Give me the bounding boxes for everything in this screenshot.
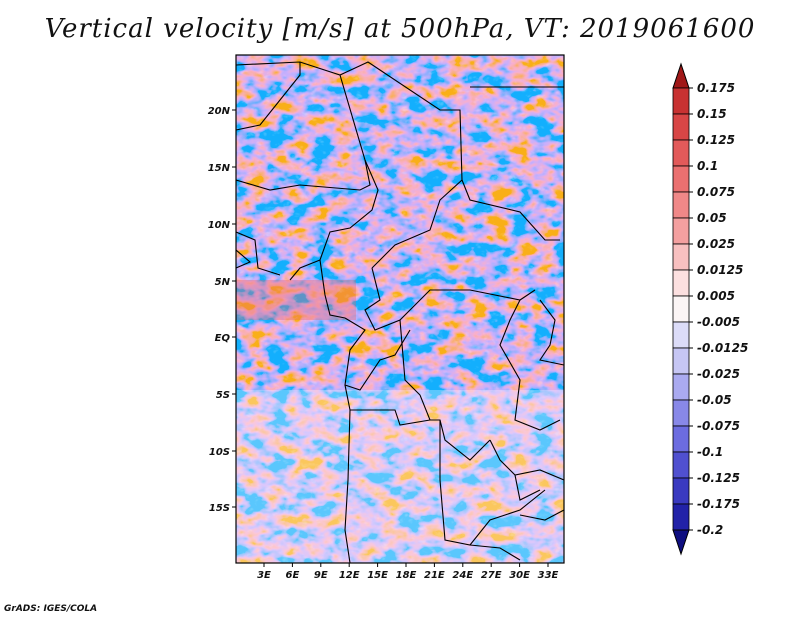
- colorbar-low-arrow: [672, 529, 690, 556]
- lon-tick-label: 15E: [367, 570, 388, 581]
- lat-tick-label: 15N: [208, 163, 231, 174]
- colorbar-high-arrow: [672, 62, 690, 89]
- lon-tick-label: 24E: [452, 570, 473, 581]
- colorbar-segment: [672, 321, 690, 349]
- colorbar-segment: [672, 87, 690, 115]
- colorbar-segment: [672, 347, 690, 375]
- colorbar-label: -0.175: [697, 497, 740, 511]
- grads-credit: GrADS: IGES/COLA: [4, 604, 98, 614]
- colorbar-label: -0.075: [697, 419, 740, 433]
- lat-tick-label: 10N: [208, 220, 231, 231]
- colorbar-label: -0.025: [697, 367, 740, 381]
- colorbar: 0.175 0.15 0.125 0.1 0.075 0.05 0.025 0.0125 0.0…: [672, 62, 748, 556]
- lon-tick-label: 27E: [481, 570, 502, 581]
- colorbar-label: 0.005: [697, 289, 735, 303]
- lon-tick-label: 3E: [257, 570, 271, 581]
- colorbar-label: -0.125: [697, 471, 740, 485]
- colorbar-segment: [672, 451, 690, 479]
- colorbar-segment: [672, 399, 690, 427]
- colorbar-label: 0.15: [697, 107, 727, 121]
- colorbar-segment: [672, 477, 690, 505]
- colorbar-segment: [672, 373, 690, 401]
- lon-tick-label: 30E: [509, 570, 530, 581]
- lat-tick-label: 15S: [209, 503, 230, 514]
- colorbar-segment: [672, 191, 690, 219]
- lon-tick-label: 12E: [339, 570, 360, 581]
- country-borders: [236, 61, 564, 563]
- colorbar-label: 0.175: [697, 81, 735, 95]
- lon-tick-label: 21E: [424, 570, 445, 581]
- lon-tick-label: 6E: [286, 570, 300, 581]
- map-frame: [235, 54, 565, 564]
- colorbar-label: -0.2: [697, 523, 723, 537]
- colorbar-segment: [672, 113, 690, 141]
- colorbar-segment: [672, 243, 690, 271]
- colorbar-segment: [672, 503, 690, 531]
- lon-tick-label: 9E: [314, 570, 328, 581]
- colorbar-label: -0.05: [697, 393, 732, 407]
- chart-title: Vertical velocity [m/s] at 500hPa, VT: 2…: [44, 14, 756, 44]
- colorbar-label: -0.0125: [697, 341, 748, 355]
- lat-tick-label: 5N: [215, 277, 231, 288]
- latitude-axis: 20N 15N 10N 5N EQ 5S 10S 15S: [208, 106, 236, 514]
- colorbar-label: 0.0125: [697, 263, 743, 277]
- lat-tick-label: 10S: [209, 447, 230, 458]
- lat-tick-label: 5S: [216, 390, 230, 401]
- lon-tick-label: 33E: [538, 570, 559, 581]
- colorbar-segment: [672, 269, 690, 297]
- colorbar-label: -0.1: [697, 445, 723, 459]
- colorbar-label: 0.05: [697, 211, 727, 225]
- colorbar-segment: [672, 425, 690, 453]
- lat-tick-label: EQ: [215, 333, 231, 344]
- lon-tick-label: 18E: [396, 570, 417, 581]
- longitude-axis: 3E 6E 9E 12E 15E 18E 21E 24E 27E 30E 33E: [257, 563, 559, 581]
- colorbar-label: 0.1: [697, 159, 718, 173]
- colorbar-label: 0.075: [697, 185, 735, 199]
- colorbar-segment: [672, 165, 690, 193]
- colorbar-label: 0.025: [697, 237, 735, 251]
- vertical-velocity-field: [236, 55, 564, 563]
- colorbar-segment: [672, 295, 690, 323]
- colorbar-label: -0.005: [697, 315, 740, 329]
- colorbar-segment: [672, 217, 690, 245]
- colorbar-segment: [672, 139, 690, 167]
- colorbar-label: 0.125: [697, 133, 735, 147]
- lat-tick-label: 20N: [208, 106, 231, 117]
